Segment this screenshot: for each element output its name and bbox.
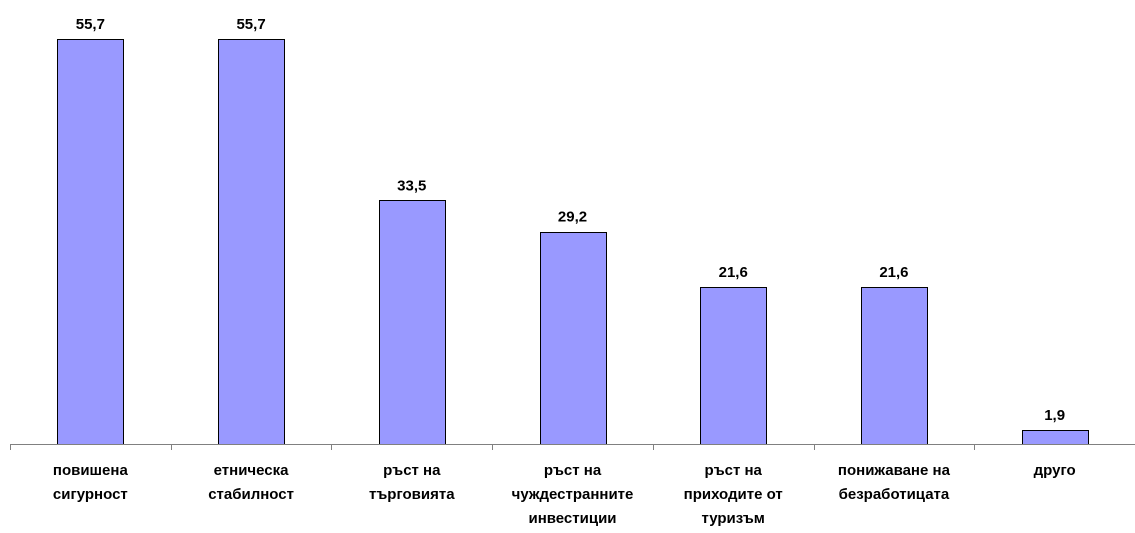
category-label-line: приходите от: [684, 486, 783, 503]
bar: [218, 39, 285, 445]
category-label-line: ръст на: [705, 462, 763, 479]
bar-value-label: 29,2: [558, 209, 587, 226]
category-label-line: ръст на: [383, 462, 441, 479]
category-labels-group: повишена сигурност етническа стабилност ръст…: [53, 462, 1076, 527]
bar-value-label: 21,6: [719, 264, 748, 281]
bars-group: [57, 39, 1089, 445]
bar: [700, 287, 767, 445]
bar-value-label: 21,6: [879, 264, 908, 281]
bar-value-label: 1,9: [1044, 407, 1065, 424]
category-label-line: търговията: [369, 486, 455, 503]
category-label: ръст на чуждестранните инвестиции: [512, 462, 634, 527]
category-label-line: сигурност: [53, 486, 128, 503]
category-label: понижаване на безработицата: [838, 462, 951, 503]
category-label: етническа стабилност: [208, 462, 294, 503]
bar: [57, 39, 124, 445]
category-label-line: понижаване на: [838, 462, 951, 479]
category-label: ръст на приходите от туризъм: [684, 462, 783, 527]
category-label-line: етническа: [214, 462, 289, 479]
category-label: ръст на търговията: [369, 462, 455, 503]
bar-value-label: 55,7: [76, 16, 105, 33]
bar: [379, 200, 446, 445]
category-label: друго: [1034, 462, 1076, 479]
bar: [861, 287, 928, 445]
category-label-line: ръст на: [544, 462, 602, 479]
category-label: повишена сигурност: [53, 462, 129, 503]
category-label-line: друго: [1034, 462, 1076, 479]
category-label-line: безработицата: [839, 486, 950, 503]
category-label-line: повишена: [53, 462, 129, 479]
category-label-line: туризъм: [702, 510, 765, 527]
value-labels-group: 55,7 55,7 33,5 29,2 21,6 21,6 1,9: [76, 16, 1065, 424]
bar: [540, 232, 607, 445]
bar-value-label: 55,7: [236, 16, 265, 33]
category-label-line: стабилност: [208, 486, 294, 503]
bar-value-label: 33,5: [397, 177, 426, 194]
x-axis-ticks: [10, 444, 975, 450]
category-label-line: инвестиции: [528, 510, 616, 527]
bar: [1022, 430, 1089, 445]
category-label-line: чуждестранните: [512, 486, 634, 503]
